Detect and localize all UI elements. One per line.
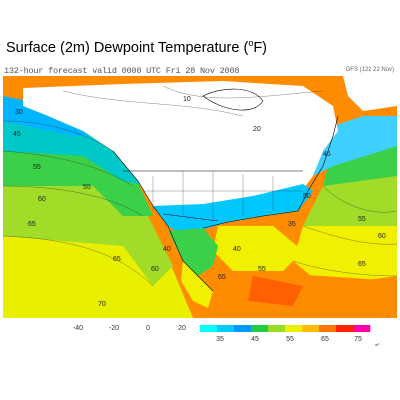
contour-label: 65: [28, 221, 36, 228]
contour-label: 40: [233, 246, 241, 253]
east-coastline: [297, 115, 339, 212]
contour-label: 60: [38, 196, 46, 203]
hudson-bay: [202, 88, 264, 111]
scale-tick-label: 35: [216, 336, 224, 343]
forecast-valid-time: 132-hour forecast valid 0000 UTC Fri 28 …: [4, 66, 240, 76]
scale-tick-label: 0: [146, 325, 150, 332]
contour-label: 55: [358, 216, 366, 223]
degree-symbol: o: [248, 38, 254, 48]
scale-swatch: [336, 325, 354, 332]
contour-line: [3, 150, 134, 187]
contour-label: 30: [15, 109, 23, 116]
contour-label: 10: [183, 96, 191, 103]
contour-label: 60: [378, 233, 386, 240]
scale-swatch: [319, 325, 337, 332]
scale-tick-label: 55: [286, 336, 294, 343]
contour-label: 20: [253, 126, 261, 133]
northeast-land: [343, 76, 397, 111]
title-suffix: F): [253, 39, 268, 56]
gulf-deep-orange: [248, 276, 303, 306]
scale-swatch: [302, 325, 320, 332]
contour-label: 65: [113, 256, 121, 263]
scale-unit: oF: [375, 342, 380, 347]
contour-line: [322, 185, 397, 213]
contour-line: [162, 85, 324, 99]
pacific-yellowgreen-band: [3, 166, 173, 286]
scale-swatch: [251, 325, 269, 332]
contour-label: 65: [218, 274, 226, 281]
scale-swatch: [353, 325, 371, 332]
model-run-label: GFS (12z 22 Nov): [345, 67, 394, 73]
contour-line: [3, 185, 144, 217]
contour-line: [62, 90, 244, 117]
contour-label: 35: [288, 221, 296, 228]
scale-tick-label: 20: [178, 325, 186, 332]
scale-swatch: [285, 325, 303, 332]
contour-label: 45: [323, 151, 331, 158]
contour-label: 55: [33, 164, 41, 171]
chart-title: Surface (2m) Dewpoint Temperature (oF): [6, 38, 267, 56]
contour-label: 60: [151, 266, 159, 273]
contour-label: 40: [163, 246, 171, 253]
atlantic-yellow: [293, 226, 397, 286]
caribbean-orange: [203, 271, 397, 318]
mexico-green: [168, 228, 218, 276]
scale-swatch: [268, 325, 286, 332]
color-scale: -40 -20 0 20 35 45 55 65 75 oF: [73, 325, 380, 347]
scale-swatch: [217, 325, 235, 332]
contour-label: 55: [83, 184, 91, 191]
contour-label: 45: [13, 131, 21, 138]
us-mexico-border: [162, 213, 219, 222]
title-prefix: Surface (2m) Dewpoint Temperature (: [6, 39, 249, 56]
scale-tick-label: 65: [321, 336, 329, 343]
contour-label: 70: [98, 301, 106, 308]
contour-label: 50: [303, 193, 311, 200]
west-coastline: [112, 150, 214, 292]
contour-line: [292, 260, 397, 277]
contour-label: 55: [258, 266, 266, 273]
scale-tick-label: 45: [251, 336, 259, 343]
scale-tick-label: -40: [73, 325, 83, 332]
scale-swatch: [234, 325, 252, 332]
dewpoint-map: 30 45 55 60 55 65 65 70 45 55 65 65 60 4…: [3, 76, 397, 318]
scale-tick-label: -20: [109, 325, 119, 332]
contour-line: [3, 120, 114, 152]
scale-swatch: [200, 325, 218, 332]
pacific-cyan-band: [3, 111, 148, 186]
mexico-yellow: [181, 261, 213, 308]
scale-tick-label: 75: [354, 336, 362, 343]
contour-line: [302, 225, 397, 245]
gulf-yellow: [213, 226, 303, 271]
contour-label: 65: [358, 261, 366, 268]
contour-line: [3, 235, 154, 287]
gulf-coastline: [202, 210, 299, 229]
